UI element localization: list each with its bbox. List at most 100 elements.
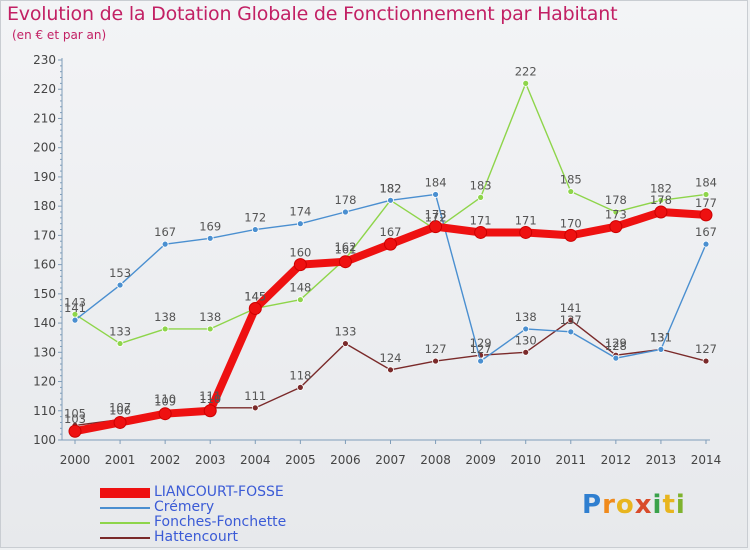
data-label: 128 (605, 339, 627, 353)
data-label: 161 (334, 243, 356, 257)
data-point (342, 208, 349, 216)
y-tick-label: 140 (33, 316, 56, 330)
data-point (477, 193, 485, 201)
data-point (699, 208, 713, 222)
x-tick-label: 2006 (330, 453, 361, 467)
logo-letter: t (662, 490, 676, 520)
x-tick-label: 2011 (556, 453, 587, 467)
data-point (432, 191, 439, 198)
data-point (474, 225, 488, 239)
y-tick-label: 100 (33, 433, 56, 447)
data-label: 131 (650, 330, 672, 344)
y-tick-label: 230 (33, 53, 56, 67)
data-label: 173 (425, 208, 447, 222)
data-label: 162 (334, 240, 356, 254)
data-point (702, 191, 710, 198)
y-tick-label: 180 (33, 199, 56, 213)
data-point (609, 220, 623, 234)
y-tick-label: 220 (33, 82, 56, 96)
data-label: 138 (199, 310, 221, 324)
data-label: 182 (380, 181, 402, 195)
data-label: 184 (695, 175, 717, 189)
logo-letter: r (602, 490, 616, 520)
data-label: 107 (109, 401, 131, 415)
legend-label: LIANCOURT-FOSSE (154, 484, 284, 500)
data-label: 110 (199, 392, 221, 406)
legend-swatch (100, 488, 150, 498)
data-label: 124 (380, 351, 402, 365)
data-point (158, 407, 172, 421)
y-tick-label: 170 (33, 228, 56, 242)
legend-item-fonches: Fonches-Fonchette (100, 515, 400, 530)
y-tick-label: 150 (33, 287, 56, 301)
data-point (612, 208, 620, 216)
data-point (342, 340, 349, 347)
data-point (657, 345, 665, 353)
data-point (477, 357, 485, 365)
data-label: 109 (154, 395, 176, 409)
data-label: 167 (380, 225, 402, 239)
logo-letter: P (582, 490, 603, 520)
data-point (522, 79, 530, 87)
data-point (206, 234, 214, 242)
logo-letter: o (615, 490, 635, 520)
data-label: 133 (334, 325, 356, 339)
data-label: 172 (244, 211, 266, 225)
data-label: 182 (650, 181, 672, 195)
data-label: 127 (470, 342, 492, 356)
x-tick-label: 2003 (195, 453, 226, 467)
logo-letter: i (652, 490, 663, 520)
data-point (296, 383, 304, 391)
data-point (206, 325, 214, 333)
data-point (203, 404, 217, 418)
x-tick-label: 2004 (240, 453, 271, 467)
data-label: 148 (289, 281, 311, 295)
data-label: 105 (64, 406, 86, 420)
legend-label: Crémery (154, 499, 215, 515)
data-label: 171 (515, 213, 537, 227)
data-point (654, 205, 668, 219)
data-label: 182 (380, 181, 402, 195)
y-tick-label: 190 (33, 170, 56, 184)
legend: LIANCOURT-FOSSE Crémery Fonches-Fonchett… (100, 485, 400, 545)
data-point (567, 316, 575, 324)
data-point (567, 328, 575, 336)
data-label: 167 (695, 225, 717, 239)
y-tick-label: 160 (33, 258, 56, 272)
data-label: 167 (154, 225, 176, 239)
data-label: 178 (605, 193, 627, 207)
data-label: 133 (109, 325, 131, 339)
data-label: 153 (109, 266, 131, 280)
data-label: 143 (64, 295, 86, 309)
data-point (612, 354, 620, 362)
data-label: 141 (560, 301, 582, 315)
legend-item-hattencourt: Hattencourt (100, 530, 400, 545)
x-tick-label: 2010 (510, 453, 541, 467)
data-label: 138 (515, 310, 537, 324)
data-label: 138 (154, 310, 176, 324)
legend-swatch (100, 507, 150, 509)
data-point (657, 196, 665, 204)
data-label: 106 (109, 403, 131, 417)
data-point (71, 316, 79, 324)
data-label: 141 (64, 301, 86, 315)
data-point (432, 357, 439, 365)
data-label: 171 (470, 213, 492, 227)
data-point (702, 357, 710, 365)
x-tick-label: 2005 (285, 453, 316, 467)
data-label: 131 (650, 330, 672, 344)
y-tick-label: 110 (33, 404, 56, 418)
data-label: 130 (515, 333, 537, 347)
data-point (113, 415, 127, 429)
legend-item-liancourt: LIANCOURT-FOSSE (100, 485, 400, 500)
data-label: 118 (289, 368, 311, 382)
data-point (564, 228, 578, 242)
data-point (248, 301, 262, 315)
logo-letter: x (634, 490, 653, 520)
data-point (161, 240, 169, 248)
data-label: 184 (425, 175, 447, 189)
data-label: 222 (515, 64, 537, 78)
data-label: 145 (244, 289, 266, 303)
chart-subtitle: (en € et par an) (12, 28, 107, 42)
